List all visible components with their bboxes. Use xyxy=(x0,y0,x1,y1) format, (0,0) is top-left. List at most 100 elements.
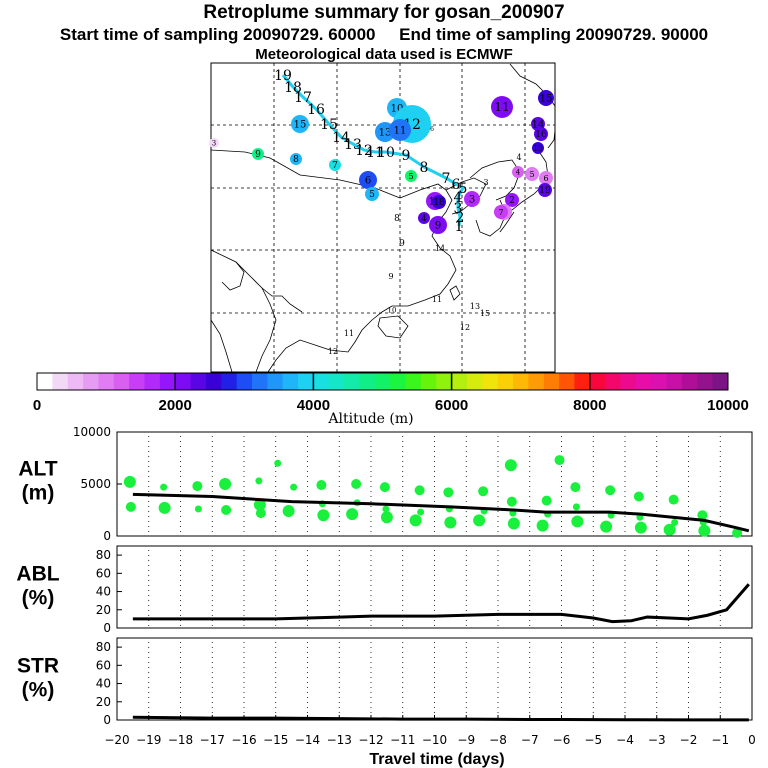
centroid-day-label: 9 xyxy=(402,148,411,164)
map-label-text: 7 xyxy=(332,161,338,171)
plume-cluster-marker: 3 xyxy=(483,178,488,187)
map-label-text: 11 xyxy=(344,329,354,338)
colorbar-swatch xyxy=(405,373,422,390)
plume-cluster-marker: 15 xyxy=(480,309,490,318)
map-label-text: 9 xyxy=(255,150,261,160)
map-label-text: 12 xyxy=(355,143,373,159)
x-tick-label: −18 xyxy=(168,733,193,747)
map-label-text: 10 xyxy=(391,104,404,115)
coastline-segment xyxy=(499,211,515,233)
plume-cluster-marker: 9 xyxy=(252,148,264,160)
plume-point xyxy=(192,481,203,492)
colorbar-swatch xyxy=(236,373,253,390)
cluster-circle xyxy=(365,187,379,201)
plume-cluster-marker: 13 xyxy=(470,302,480,311)
plume-cluster-marker: 5 xyxy=(365,187,379,201)
map-label-text: 11 xyxy=(494,100,509,114)
plume-point xyxy=(317,509,330,522)
x-tick-label: −16 xyxy=(231,733,256,747)
colorbar-swatch xyxy=(466,373,483,390)
colorbar-tick-label: 10000 xyxy=(707,397,749,414)
x-tick-label: 0 xyxy=(748,733,756,747)
coastline-segment xyxy=(547,129,556,149)
cluster-circle xyxy=(252,148,264,160)
plume-point xyxy=(507,517,520,530)
plume-point xyxy=(194,505,202,513)
cluster-circle xyxy=(538,183,552,197)
altitude-colorbar: 0 2000 4000 6000 8000 10000 xyxy=(33,372,749,414)
map-label-text: 4 xyxy=(516,168,521,176)
centroid-day-label: 1 xyxy=(455,219,464,235)
map-label-text: 14 xyxy=(332,130,350,146)
y-tick-label: 0 xyxy=(103,529,111,543)
plume-cluster-marker: 5 xyxy=(525,167,539,181)
cluster-circle xyxy=(291,115,309,133)
y-tick-label: 0 xyxy=(103,713,111,727)
colorbar-swatch xyxy=(98,373,115,390)
colorbar-swatch xyxy=(482,373,499,390)
plume-point xyxy=(255,477,263,485)
colorbar-swatch xyxy=(528,373,545,390)
centroid-day-label: 10 xyxy=(377,145,395,161)
colorbar-swatch xyxy=(159,373,176,390)
y-tick-label: 60 xyxy=(96,566,111,580)
map-label-text: 6 xyxy=(365,176,371,187)
x-tick-label: −6 xyxy=(553,733,571,747)
plume-point xyxy=(697,510,708,521)
colorbar-swatch xyxy=(605,373,622,390)
cluster-circle xyxy=(405,170,417,182)
plume-point xyxy=(409,514,422,527)
map-label-text: 5 xyxy=(369,190,375,200)
cluster-circle xyxy=(418,212,430,224)
plume-point xyxy=(380,511,393,524)
coastline-segment xyxy=(267,305,393,373)
map-label-text: 6 xyxy=(452,177,461,193)
cluster-circle xyxy=(329,159,341,171)
map-label-text: 11 xyxy=(394,126,407,137)
plume-cluster-marker: 11 xyxy=(344,329,354,338)
cluster-circle xyxy=(538,90,554,106)
centroid-day-label: 15 xyxy=(320,117,338,133)
map-label-text: 9 xyxy=(402,148,411,164)
y-tick-label: 20 xyxy=(96,603,111,617)
plume-point xyxy=(123,475,136,488)
x-tick-label: −4 xyxy=(616,733,634,747)
map-label-text: 3 xyxy=(483,178,488,187)
plume-point xyxy=(554,455,565,466)
map-label-text: 13 xyxy=(344,137,362,153)
series-line xyxy=(132,583,750,624)
colorbar-swatch xyxy=(205,373,222,390)
centroid-day-label: 18 xyxy=(284,80,302,96)
plume-cluster-marker: 16 xyxy=(534,127,548,141)
x-tick-label: −15 xyxy=(263,733,288,747)
plume-point xyxy=(541,495,552,506)
map-label-text: 9 xyxy=(388,272,393,281)
start-time-label: Start time of sampling 20090729. 60000 xyxy=(59,25,376,44)
map-label-text: 2 xyxy=(509,196,515,206)
plume-point xyxy=(663,523,676,536)
map-label-text: 13 xyxy=(379,128,392,139)
x-tick-label: −8 xyxy=(489,733,507,747)
cluster-circle xyxy=(494,205,508,219)
plume-point xyxy=(600,520,613,533)
cluster-circle xyxy=(525,167,539,181)
cluster-circle xyxy=(432,195,446,209)
y-tick-label: 5000 xyxy=(80,477,111,491)
map-label-text: 15 xyxy=(320,117,338,133)
colorbar-swatch xyxy=(666,373,683,390)
cluster-circle xyxy=(491,96,513,118)
map-label-text: 10 xyxy=(377,145,395,161)
colorbar-swatch xyxy=(651,373,668,390)
plume-cluster-marker: 12 xyxy=(460,323,470,332)
panel-alt: 0 5000 10000 ALT(m) xyxy=(18,425,753,543)
colorbar-swatch xyxy=(451,373,468,390)
plume-point xyxy=(571,515,584,528)
colorbar-swatch xyxy=(344,373,360,390)
x-tick-label: −7 xyxy=(521,733,539,747)
panel-unit-label: (%) xyxy=(22,678,55,701)
plume-point xyxy=(316,480,327,491)
colorbar-swatch xyxy=(359,373,376,390)
cluster-circle xyxy=(464,191,480,207)
map-label-text: 10 xyxy=(388,306,397,314)
